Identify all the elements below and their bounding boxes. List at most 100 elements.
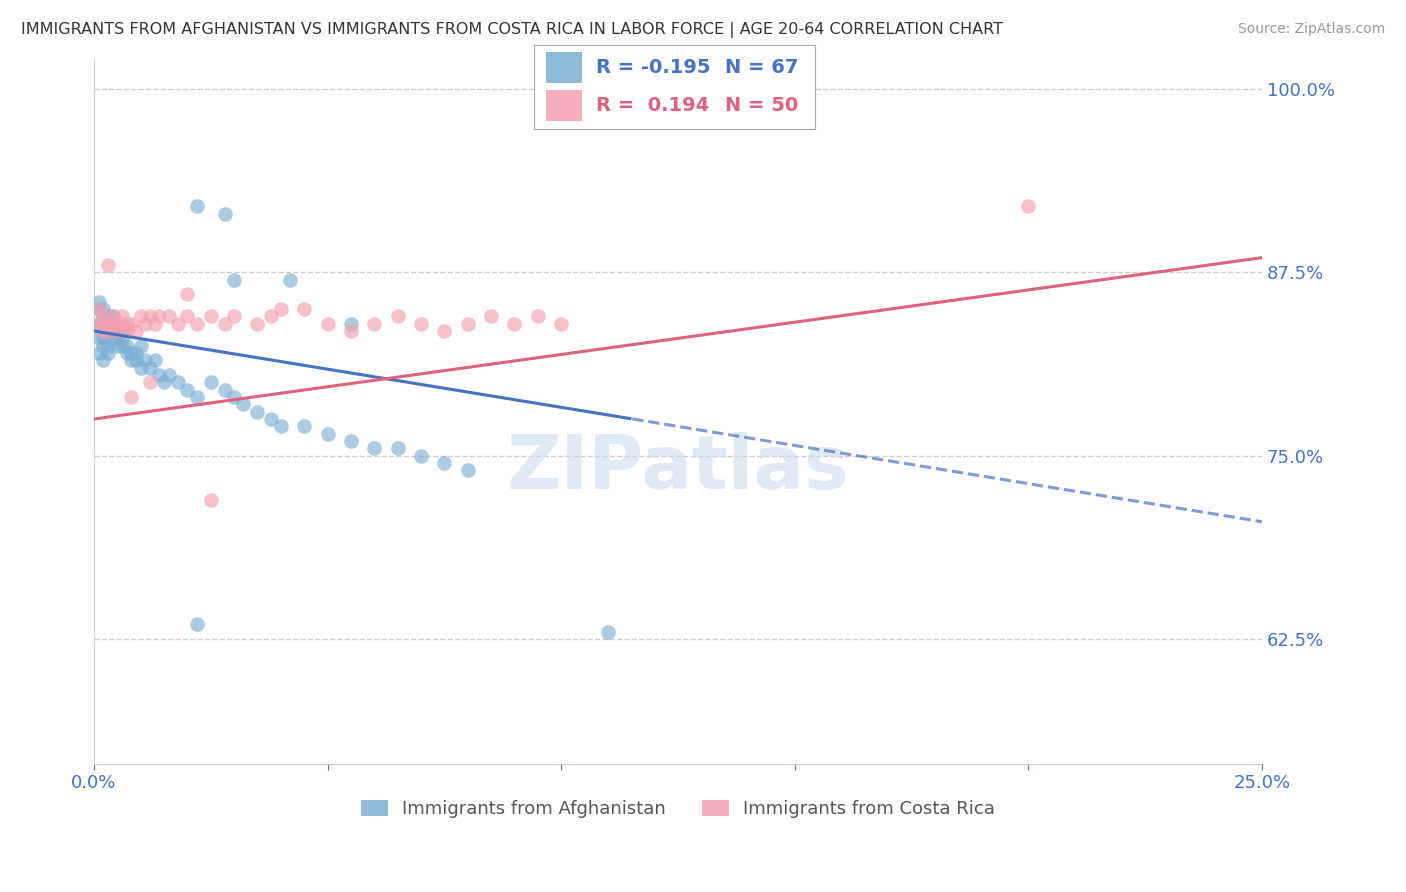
Point (246, 317, 269, 331)
Point (91, 301, 114, 316)
Point (129, 310, 152, 324)
Point (101, 310, 124, 324)
Point (340, 324, 363, 338)
Point (105, 331, 128, 345)
Point (278, 273, 301, 287)
Point (87, 317, 110, 331)
Point (479, 310, 502, 324)
Point (125, 324, 148, 338)
Point (91, 339, 114, 353)
Point (270, 301, 292, 316)
Text: Source: ZipAtlas.com: Source: ZipAtlas.com (1237, 22, 1385, 37)
Point (105, 317, 128, 331)
Point (167, 376, 190, 390)
Point (143, 353, 166, 368)
Point (186, 199, 208, 213)
Point (526, 310, 548, 324)
Point (260, 310, 283, 324)
Point (91, 317, 114, 331)
Point (87, 294, 110, 309)
Text: N = 67: N = 67 (725, 58, 799, 77)
Point (87, 331, 110, 345)
Text: N = 50: N = 50 (725, 96, 799, 115)
Point (292, 301, 315, 316)
Point (97, 346, 120, 360)
Point (111, 331, 134, 345)
Point (115, 324, 138, 338)
Point (115, 346, 138, 360)
Point (186, 617, 208, 632)
Point (214, 383, 236, 397)
Point (316, 426, 339, 441)
Text: IMMIGRANTS FROM AFGHANISTAN VS IMMIGRANTS FROM COSTA RICA IN LABOR FORCE | AGE 2: IMMIGRANTS FROM AFGHANISTAN VS IMMIGRANT… (21, 22, 1002, 38)
Point (87, 301, 110, 316)
Point (409, 317, 432, 331)
Point (87, 317, 110, 331)
Point (232, 397, 254, 411)
Point (129, 360, 152, 375)
Text: R =  0.194: R = 0.194 (596, 96, 710, 115)
Point (97, 310, 120, 324)
Point (134, 317, 156, 331)
Point (120, 390, 142, 404)
Point (292, 419, 315, 434)
Point (111, 317, 134, 331)
Legend: Immigrants from Afghanistan, Immigrants from Costa Rica: Immigrants from Afghanistan, Immigrants … (353, 792, 1002, 825)
Point (176, 287, 198, 301)
Point (139, 310, 162, 324)
Point (120, 353, 142, 368)
Point (101, 324, 124, 338)
Point (143, 317, 166, 331)
Point (97, 317, 120, 331)
Point (457, 317, 479, 331)
Point (101, 317, 124, 331)
Point (101, 331, 124, 345)
Point (120, 317, 142, 331)
Point (340, 317, 363, 331)
Point (157, 368, 180, 382)
Point (433, 456, 456, 470)
Point (97, 324, 120, 338)
Point (91, 310, 114, 324)
Text: R = -0.195: R = -0.195 (596, 58, 710, 77)
Point (111, 339, 134, 353)
Point (91, 353, 114, 368)
Bar (546, 90, 582, 120)
Point (214, 207, 236, 221)
Point (433, 324, 456, 338)
Point (157, 310, 180, 324)
Point (148, 310, 170, 324)
Point (97, 339, 120, 353)
Point (200, 376, 222, 390)
Point (153, 376, 176, 390)
Point (340, 434, 363, 448)
Point (387, 442, 409, 456)
Point (91, 310, 114, 324)
Point (214, 317, 236, 331)
Point (97, 324, 120, 338)
Point (87, 301, 110, 316)
Text: ZIPatlas: ZIPatlas (506, 432, 849, 505)
Point (186, 317, 208, 331)
Point (111, 310, 134, 324)
Point (111, 324, 134, 338)
Point (97, 317, 120, 331)
Point (316, 317, 339, 331)
Point (222, 273, 245, 287)
Point (125, 353, 148, 368)
Point (222, 390, 245, 404)
Point (91, 331, 114, 345)
Point (105, 324, 128, 338)
Point (200, 492, 222, 507)
Point (200, 310, 222, 324)
Point (91, 324, 114, 338)
Point (115, 339, 138, 353)
Point (139, 360, 162, 375)
Point (97, 258, 120, 272)
Point (105, 339, 128, 353)
Point (134, 353, 156, 368)
Point (270, 419, 292, 434)
Point (409, 449, 432, 463)
Point (115, 317, 138, 331)
Point (246, 405, 269, 419)
